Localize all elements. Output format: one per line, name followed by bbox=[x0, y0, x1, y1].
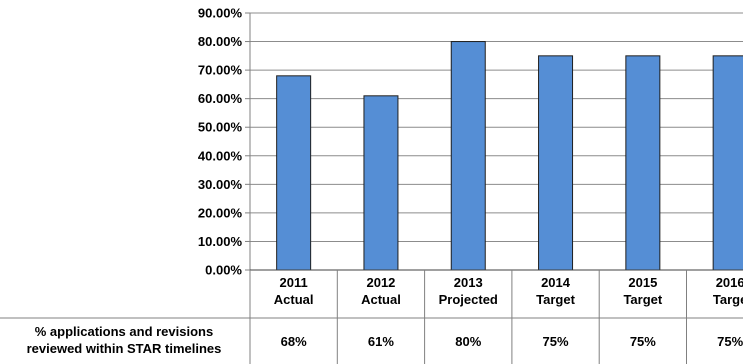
table-cell: 75% bbox=[630, 334, 656, 349]
y-tick-label: 80.00% bbox=[198, 34, 243, 49]
table-cell: 80% bbox=[455, 334, 481, 349]
y-tick-labels: 0.00% 10.00% 20.00% 30.00% 40.00% 50.00% 60.00… bbox=[198, 6, 243, 278]
x-tick-label: 2012 Actual bbox=[361, 275, 401, 307]
y-tick-label: 50.00% bbox=[198, 120, 243, 135]
bar bbox=[712, 55, 743, 271]
bar bbox=[276, 75, 312, 271]
x-tick-label: 2011 Actual bbox=[274, 275, 314, 307]
y-tick-label: 70.00% bbox=[198, 63, 243, 78]
y-tick-label: 20.00% bbox=[198, 205, 243, 220]
gridlines bbox=[250, 12, 743, 242]
axes bbox=[245, 12, 251, 271]
y-tick-label: 90.00% bbox=[198, 6, 243, 21]
y-tick-label: 10.00% bbox=[198, 234, 243, 249]
bar bbox=[625, 55, 661, 271]
x-tick-label: 2013 Projected bbox=[439, 275, 498, 307]
data-table: 2011 Actual 2012 Actual 2013 Projected 2014 Tar… bbox=[0, 269, 743, 364]
x-tick-label: 2015 Target bbox=[623, 275, 662, 307]
x-tick-label: 2014 Target bbox=[536, 275, 575, 307]
y-tick-label: 0.00% bbox=[205, 263, 242, 278]
y-tick-label: 60.00% bbox=[198, 91, 243, 106]
bar bbox=[538, 55, 574, 271]
table-row-label: % applications and revisions reviewed wit… bbox=[27, 324, 222, 356]
table-cell: 61% bbox=[368, 334, 394, 349]
x-tick-label: 2016Targe bbox=[713, 275, 743, 307]
table-cell: 75% bbox=[717, 334, 743, 349]
table-cell: 75% bbox=[543, 334, 569, 349]
bar bbox=[363, 95, 399, 271]
y-tick-label: 30.00% bbox=[198, 177, 243, 192]
bars bbox=[276, 41, 743, 271]
bar bbox=[450, 41, 486, 271]
table-cell: 68% bbox=[281, 334, 307, 349]
y-tick-label: 40.00% bbox=[198, 148, 243, 163]
